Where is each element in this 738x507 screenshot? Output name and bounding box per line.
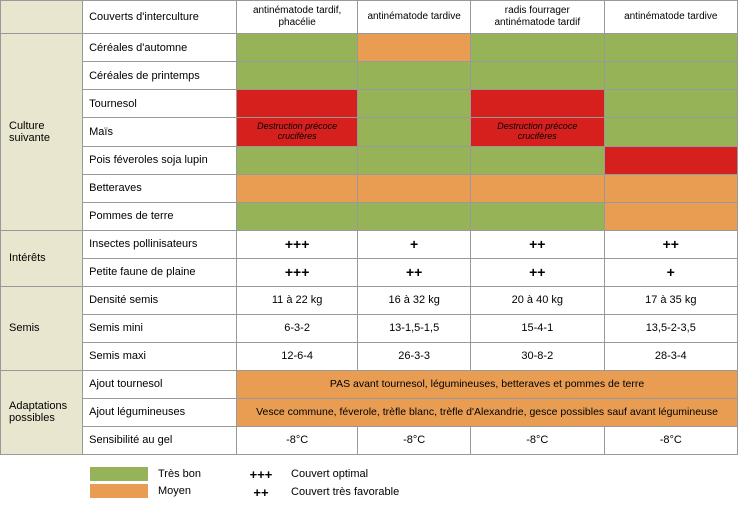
data-cell: +++ (237, 230, 358, 258)
legend-label: Couvert optimal (291, 468, 368, 480)
legend-color-row: Très bon (90, 467, 201, 481)
legend-swatch (90, 484, 148, 498)
row-label: Semis mini (83, 314, 237, 342)
legend-colors: Très bon Moyen (90, 467, 201, 498)
data-cell (358, 34, 471, 62)
data-cell: Destruction précoce crucifères (237, 118, 358, 147)
data-cell: -8°C (471, 426, 604, 454)
data-cell (237, 34, 358, 62)
row-label: Céréales d'automne (83, 34, 237, 62)
header-col-1: antinématode tardive (358, 1, 471, 34)
data-cell: 13-1,5-1,5 (358, 314, 471, 342)
couverts-table: Couverts d'intercultureantinématode tard… (0, 0, 738, 455)
row-label: Betteraves (83, 174, 237, 202)
legend: Très bon Moyen +++ Couvert optimal ++ Couver… (0, 455, 738, 500)
data-cell (358, 202, 471, 230)
header-row-label: Couverts d'interculture (83, 1, 237, 34)
data-cell: 16 à 32 kg (358, 286, 471, 314)
data-cell: 17 à 35 kg (604, 286, 737, 314)
group-label: Intérêts (1, 230, 83, 286)
legend-symbol: ++ (241, 485, 281, 500)
data-cell (358, 146, 471, 174)
group-label: Adaptations possibles (1, 370, 83, 454)
row-label: Densité semis (83, 286, 237, 314)
data-cell (237, 90, 358, 118)
data-cell (358, 62, 471, 90)
data-cell: -8°C (604, 426, 737, 454)
row-label: Ajout tournesol (83, 370, 237, 398)
header-col-2: radis fourrager antinématode tardif (471, 1, 604, 34)
data-cell (471, 34, 604, 62)
row-label: Sensibilité au gel (83, 426, 237, 454)
data-cell (604, 62, 737, 90)
data-cell: -8°C (237, 426, 358, 454)
data-cell (237, 146, 358, 174)
row-label: Tournesol (83, 90, 237, 118)
row-label: Petite faune de plaine (83, 258, 237, 286)
data-cell: ++ (604, 230, 737, 258)
data-cell: 30-8-2 (471, 342, 604, 370)
merged-cell: Vesce commune, féverole, trèfle blanc, t… (237, 398, 738, 426)
data-cell (237, 62, 358, 90)
data-cell (604, 202, 737, 230)
data-cell (471, 90, 604, 118)
row-label: Pois féveroles soja lupin (83, 146, 237, 174)
data-cell (358, 174, 471, 202)
data-cell: 26-3-3 (358, 342, 471, 370)
header-blank (1, 1, 83, 34)
data-cell: 13,5-2-3,5 (604, 314, 737, 342)
data-cell (604, 90, 737, 118)
legend-label: Très bon (158, 468, 201, 480)
data-cell (358, 90, 471, 118)
data-cell: 20 à 40 kg (471, 286, 604, 314)
header-col-0: antinématode tardif, phacélie (237, 1, 358, 34)
row-label: Ajout légumineuses (83, 398, 237, 426)
legend-symbol-row: +++ Couvert optimal (241, 467, 399, 482)
data-cell: ++ (358, 258, 471, 286)
group-label: Semis (1, 286, 83, 370)
row-label: Maïs (83, 118, 237, 147)
data-cell (604, 118, 737, 147)
data-cell: ++ (471, 230, 604, 258)
data-cell: 12-6-4 (237, 342, 358, 370)
legend-swatch (90, 467, 148, 481)
data-cell: 11 à 22 kg (237, 286, 358, 314)
data-cell: + (604, 258, 737, 286)
data-cell (471, 146, 604, 174)
data-cell: + (358, 230, 471, 258)
data-cell (604, 174, 737, 202)
legend-symbol-row: ++ Couvert très favorable (241, 485, 399, 500)
data-cell: +++ (237, 258, 358, 286)
data-cell (471, 62, 604, 90)
data-cell: 6-3-2 (237, 314, 358, 342)
legend-label: Moyen (158, 485, 191, 497)
row-label: Céréales de printemps (83, 62, 237, 90)
header-col-3: antinématode tardive (604, 1, 737, 34)
legend-color-row: Moyen (90, 484, 201, 498)
data-cell: Destruction précoce crucifères (471, 118, 604, 147)
data-cell (604, 146, 737, 174)
data-cell (237, 174, 358, 202)
row-label: Pommes de terre (83, 202, 237, 230)
group-label: Culture suivante (1, 34, 83, 231)
data-cell: 28-3-4 (604, 342, 737, 370)
merged-cell: PAS avant tournesol, légumineuses, bette… (237, 370, 738, 398)
data-cell (237, 202, 358, 230)
legend-symbol: +++ (241, 467, 281, 482)
legend-label: Couvert très favorable (291, 486, 399, 498)
data-cell: ++ (471, 258, 604, 286)
data-cell (358, 118, 471, 147)
data-cell (604, 34, 737, 62)
data-cell (471, 202, 604, 230)
row-label: Insectes pollinisateurs (83, 230, 237, 258)
data-cell (471, 174, 604, 202)
legend-symbols: +++ Couvert optimal ++ Couvert très favorab… (241, 467, 399, 500)
data-cell: 15-4-1 (471, 314, 604, 342)
data-cell: -8°C (358, 426, 471, 454)
row-label: Semis maxi (83, 342, 237, 370)
